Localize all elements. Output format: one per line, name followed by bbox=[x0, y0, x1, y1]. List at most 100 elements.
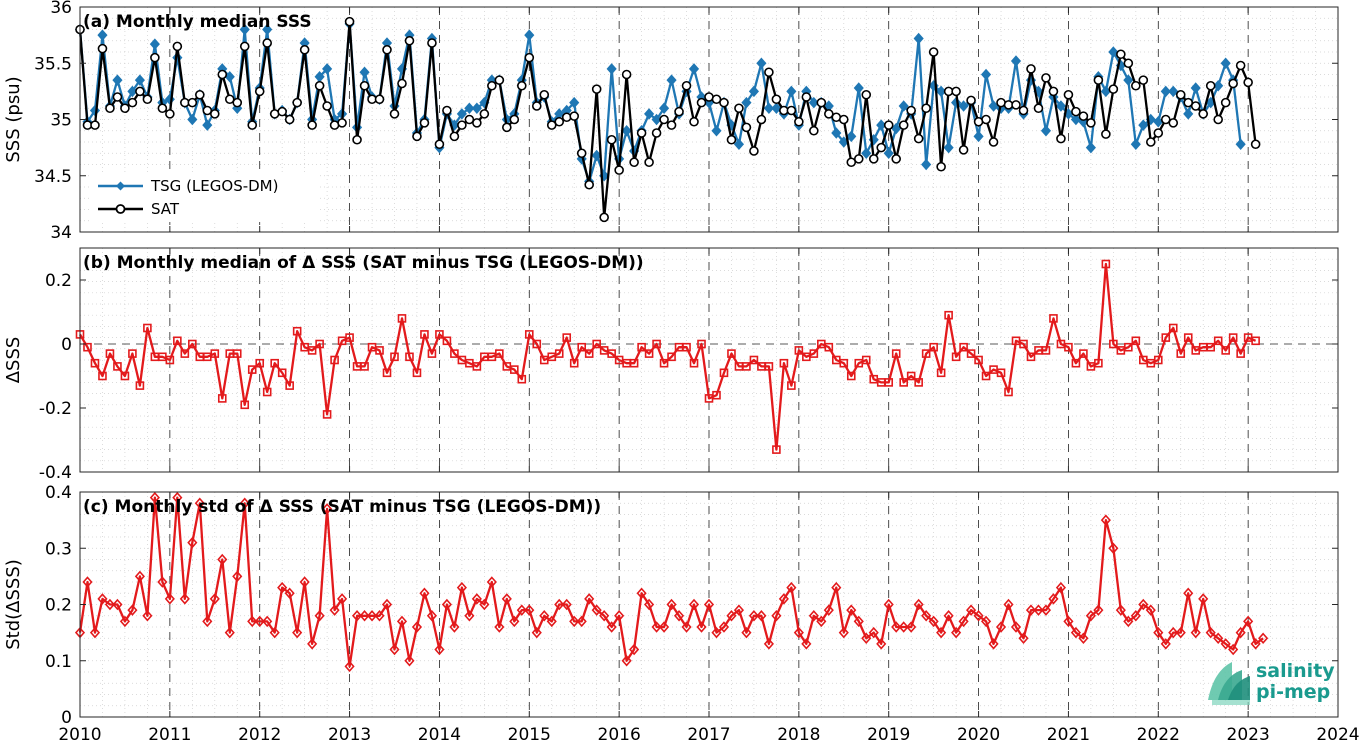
data-point bbox=[951, 352, 961, 362]
data-point bbox=[344, 16, 355, 27]
data-point bbox=[135, 86, 145, 97]
data-point bbox=[412, 368, 422, 378]
data-point bbox=[921, 349, 931, 358]
panel-c-y-ticks: 0 0.1 0.2 0.3 0.4 bbox=[45, 483, 1339, 728]
data-point bbox=[1220, 57, 1231, 69]
data-point bbox=[98, 371, 107, 381]
data-point bbox=[314, 80, 325, 91]
data-point bbox=[434, 139, 445, 150]
data-point bbox=[584, 593, 595, 605]
data-point bbox=[576, 615, 587, 628]
data-point bbox=[247, 365, 257, 374]
data-point bbox=[906, 105, 916, 116]
y-tick-label: 34 bbox=[50, 223, 72, 243]
panel-b-title: (b) Monthly median of Δ SSS (SAT minus T… bbox=[83, 253, 644, 273]
data-point bbox=[636, 587, 647, 599]
data-point bbox=[861, 89, 872, 100]
data-point bbox=[561, 598, 572, 611]
y-tick-label: 0.2 bbox=[45, 271, 72, 291]
data-point bbox=[853, 615, 864, 628]
data-point bbox=[733, 604, 745, 616]
data-point bbox=[1138, 598, 1149, 611]
data-point bbox=[1250, 139, 1261, 150]
data-point bbox=[913, 133, 924, 144]
data-point bbox=[607, 349, 616, 358]
data-point bbox=[936, 368, 946, 378]
panel-a-series bbox=[74, 16, 1261, 223]
data-point bbox=[1018, 105, 1029, 116]
data-point bbox=[113, 362, 122, 371]
x-tick-label: 2022 bbox=[1137, 725, 1180, 745]
data-point bbox=[487, 80, 497, 91]
data-point bbox=[1025, 604, 1037, 616]
data-point bbox=[1243, 615, 1254, 628]
data-point bbox=[711, 125, 722, 137]
data-point bbox=[1220, 638, 1231, 650]
data-point bbox=[532, 339, 542, 349]
data-point bbox=[165, 355, 175, 365]
data-point bbox=[1010, 621, 1022, 633]
data-point bbox=[1235, 60, 1246, 71]
data-point bbox=[442, 336, 452, 346]
panel-a: 34 34.5 35 35.5 36 (a) Monthly median SSS SS… bbox=[3, 0, 1339, 243]
data-point bbox=[217, 553, 228, 566]
panel-b-y-ticks: -0.4 -0.2 0 0.2 bbox=[39, 248, 1339, 483]
data-point bbox=[292, 626, 303, 639]
data-point bbox=[913, 32, 924, 45]
data-point bbox=[322, 63, 333, 75]
data-point bbox=[929, 342, 938, 352]
data-point bbox=[1003, 598, 1014, 611]
data-point bbox=[1198, 593, 1209, 605]
data-point bbox=[681, 621, 692, 633]
data-point bbox=[1026, 64, 1036, 74]
data-point bbox=[247, 120, 258, 130]
data-point bbox=[756, 610, 767, 622]
data-point bbox=[435, 330, 444, 339]
data-point bbox=[959, 342, 968, 352]
data-point bbox=[494, 75, 505, 85]
data-point bbox=[681, 80, 692, 91]
data-point bbox=[120, 371, 130, 381]
data-point bbox=[1160, 85, 1171, 98]
panel-c-title: (c) Monthly std of Δ SSS (SAT minus TSG … bbox=[83, 497, 601, 517]
data-point bbox=[389, 109, 400, 119]
data-point bbox=[958, 615, 969, 628]
data-point bbox=[1251, 336, 1260, 346]
data-point bbox=[943, 141, 954, 154]
data-point bbox=[224, 94, 235, 105]
data-point bbox=[771, 610, 782, 622]
data-point bbox=[1183, 108, 1194, 120]
data-point bbox=[315, 339, 324, 349]
data-point bbox=[996, 368, 1006, 378]
data-point bbox=[510, 365, 519, 374]
data-point bbox=[891, 349, 901, 358]
data-point bbox=[546, 615, 557, 628]
data-point bbox=[284, 114, 295, 125]
data-point bbox=[232, 570, 243, 583]
data-point bbox=[112, 92, 123, 102]
data-point bbox=[629, 358, 639, 368]
data-point bbox=[906, 371, 916, 381]
data-point bbox=[1138, 119, 1149, 131]
y-tick-label: 34.5 bbox=[34, 167, 72, 187]
data-point bbox=[906, 621, 917, 633]
data-point bbox=[764, 67, 774, 78]
data-point bbox=[711, 94, 722, 105]
data-point bbox=[1190, 626, 1201, 639]
data-point bbox=[539, 610, 550, 622]
data-point bbox=[1041, 346, 1051, 355]
data-point bbox=[127, 97, 138, 108]
x-tick-label: 2012 bbox=[238, 725, 281, 745]
data-point bbox=[479, 598, 490, 611]
data-point bbox=[1153, 626, 1164, 639]
data-point bbox=[307, 120, 317, 130]
data-point bbox=[472, 118, 482, 128]
data-point bbox=[330, 355, 339, 365]
data-point bbox=[576, 148, 587, 159]
data-point bbox=[1250, 638, 1261, 650]
data-point bbox=[97, 593, 108, 605]
panel-b-series bbox=[75, 259, 1260, 454]
data-point bbox=[127, 85, 138, 98]
data-point bbox=[524, 29, 535, 41]
data-point bbox=[764, 362, 774, 371]
